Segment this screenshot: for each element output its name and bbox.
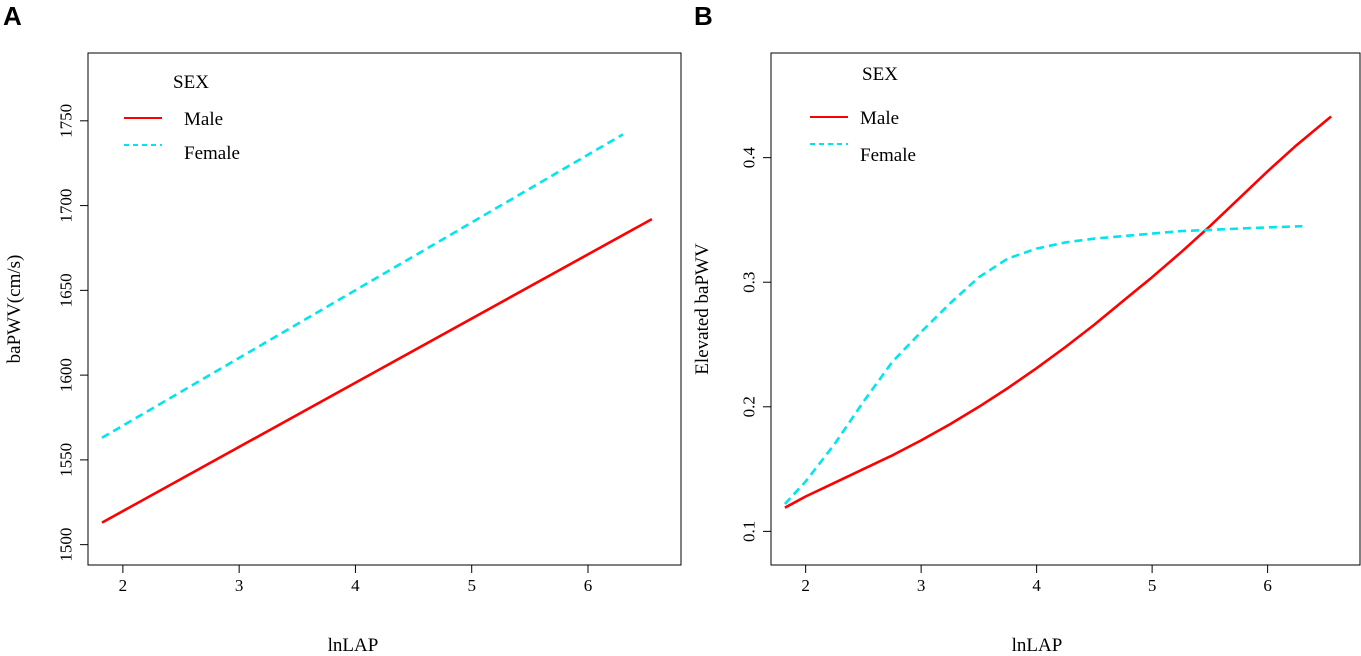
panel-a-y-axis-title: baPWV(cm/s) xyxy=(4,255,25,364)
panel-a-y-tick-label: 1600 xyxy=(57,358,76,392)
panel-b-x-tick-label: 2 xyxy=(801,576,810,595)
panel-a-x-tick-label: 5 xyxy=(467,576,476,595)
panel-a-series xyxy=(101,133,653,524)
panel-b-x-tick-label: 3 xyxy=(917,576,926,595)
panel-a-y-axis: 1500 1550 1600 1650 1700 1750 xyxy=(57,104,88,562)
panel-b-series-male xyxy=(784,115,1332,509)
panel-b-legend-male-label: Male xyxy=(860,108,899,129)
panel-a-series-female xyxy=(101,133,624,439)
panel-a-series-male xyxy=(101,217,653,524)
panel-b-y-tick-label: 0.1 xyxy=(740,521,759,542)
panel-b-legend-title: SEX xyxy=(862,64,898,85)
panel-b-x-axis-title: lnLAP xyxy=(1012,635,1063,656)
panel-a-y-tick-label: 1650 xyxy=(57,273,76,307)
panel-a-y-tick-label: 1700 xyxy=(57,189,76,223)
panel-a-letter: A xyxy=(3,1,22,31)
panel-a-legend-title: SEX xyxy=(173,72,209,93)
panel-b-legend-female-label: Female xyxy=(860,145,916,166)
panel-a-legend-male-label: Male xyxy=(184,109,223,130)
panel-b-series-female xyxy=(783,224,1303,505)
panel-b-y-tick-label: 0.4 xyxy=(740,147,759,169)
panel-b-legend: SEX Male Female xyxy=(810,64,916,166)
panel-a-y-tick-label: 1500 xyxy=(57,528,76,562)
panel-b-y-tick-label: 0.3 xyxy=(740,272,759,293)
panel-a-x-tick-label: 6 xyxy=(584,576,593,595)
panel-b-y-axis: 0.1 0.2 0.3 0.4 xyxy=(740,147,771,542)
panel-a-y-tick-label: 1750 xyxy=(57,104,76,138)
panel-a-x-axis: 2 3 4 5 6 xyxy=(119,565,593,595)
panel-b: B 2 3 4 5 6 0.1 0.2 0.3 0.4 lnLAP Elevated baPW… xyxy=(692,1,1361,656)
panel-a-plot-frame xyxy=(87,52,682,566)
panel-a-x-tick-label: 2 xyxy=(119,576,128,595)
panel-a: A 2 3 4 5 6 1500 1550 1600 1650 1700 1750 lnLAP b… xyxy=(3,1,682,656)
panel-b-x-tick-label: 4 xyxy=(1032,576,1041,595)
panel-a-x-axis-title: lnLAP xyxy=(328,635,379,656)
panel-a-x-tick-label: 3 xyxy=(235,576,244,595)
panel-b-x-tick-label: 6 xyxy=(1263,576,1272,595)
panel-b-series xyxy=(783,115,1332,509)
panel-a-legend-female-label: Female xyxy=(184,143,240,164)
panel-b-letter: B xyxy=(694,1,713,31)
panel-a-x-tick-label: 4 xyxy=(351,576,360,595)
panel-b-y-tick-label: 0.2 xyxy=(740,396,759,417)
panel-b-x-tick-label: 5 xyxy=(1148,576,1157,595)
panel-a-y-tick-label: 1550 xyxy=(57,443,76,477)
panel-b-plot-frame xyxy=(770,52,1361,566)
panel-a-legend: SEX Male Female xyxy=(124,72,240,164)
panel-b-y-axis-title: Elevated baPWV xyxy=(692,243,713,375)
panel-b-x-axis: 2 3 4 5 6 xyxy=(801,565,1272,595)
